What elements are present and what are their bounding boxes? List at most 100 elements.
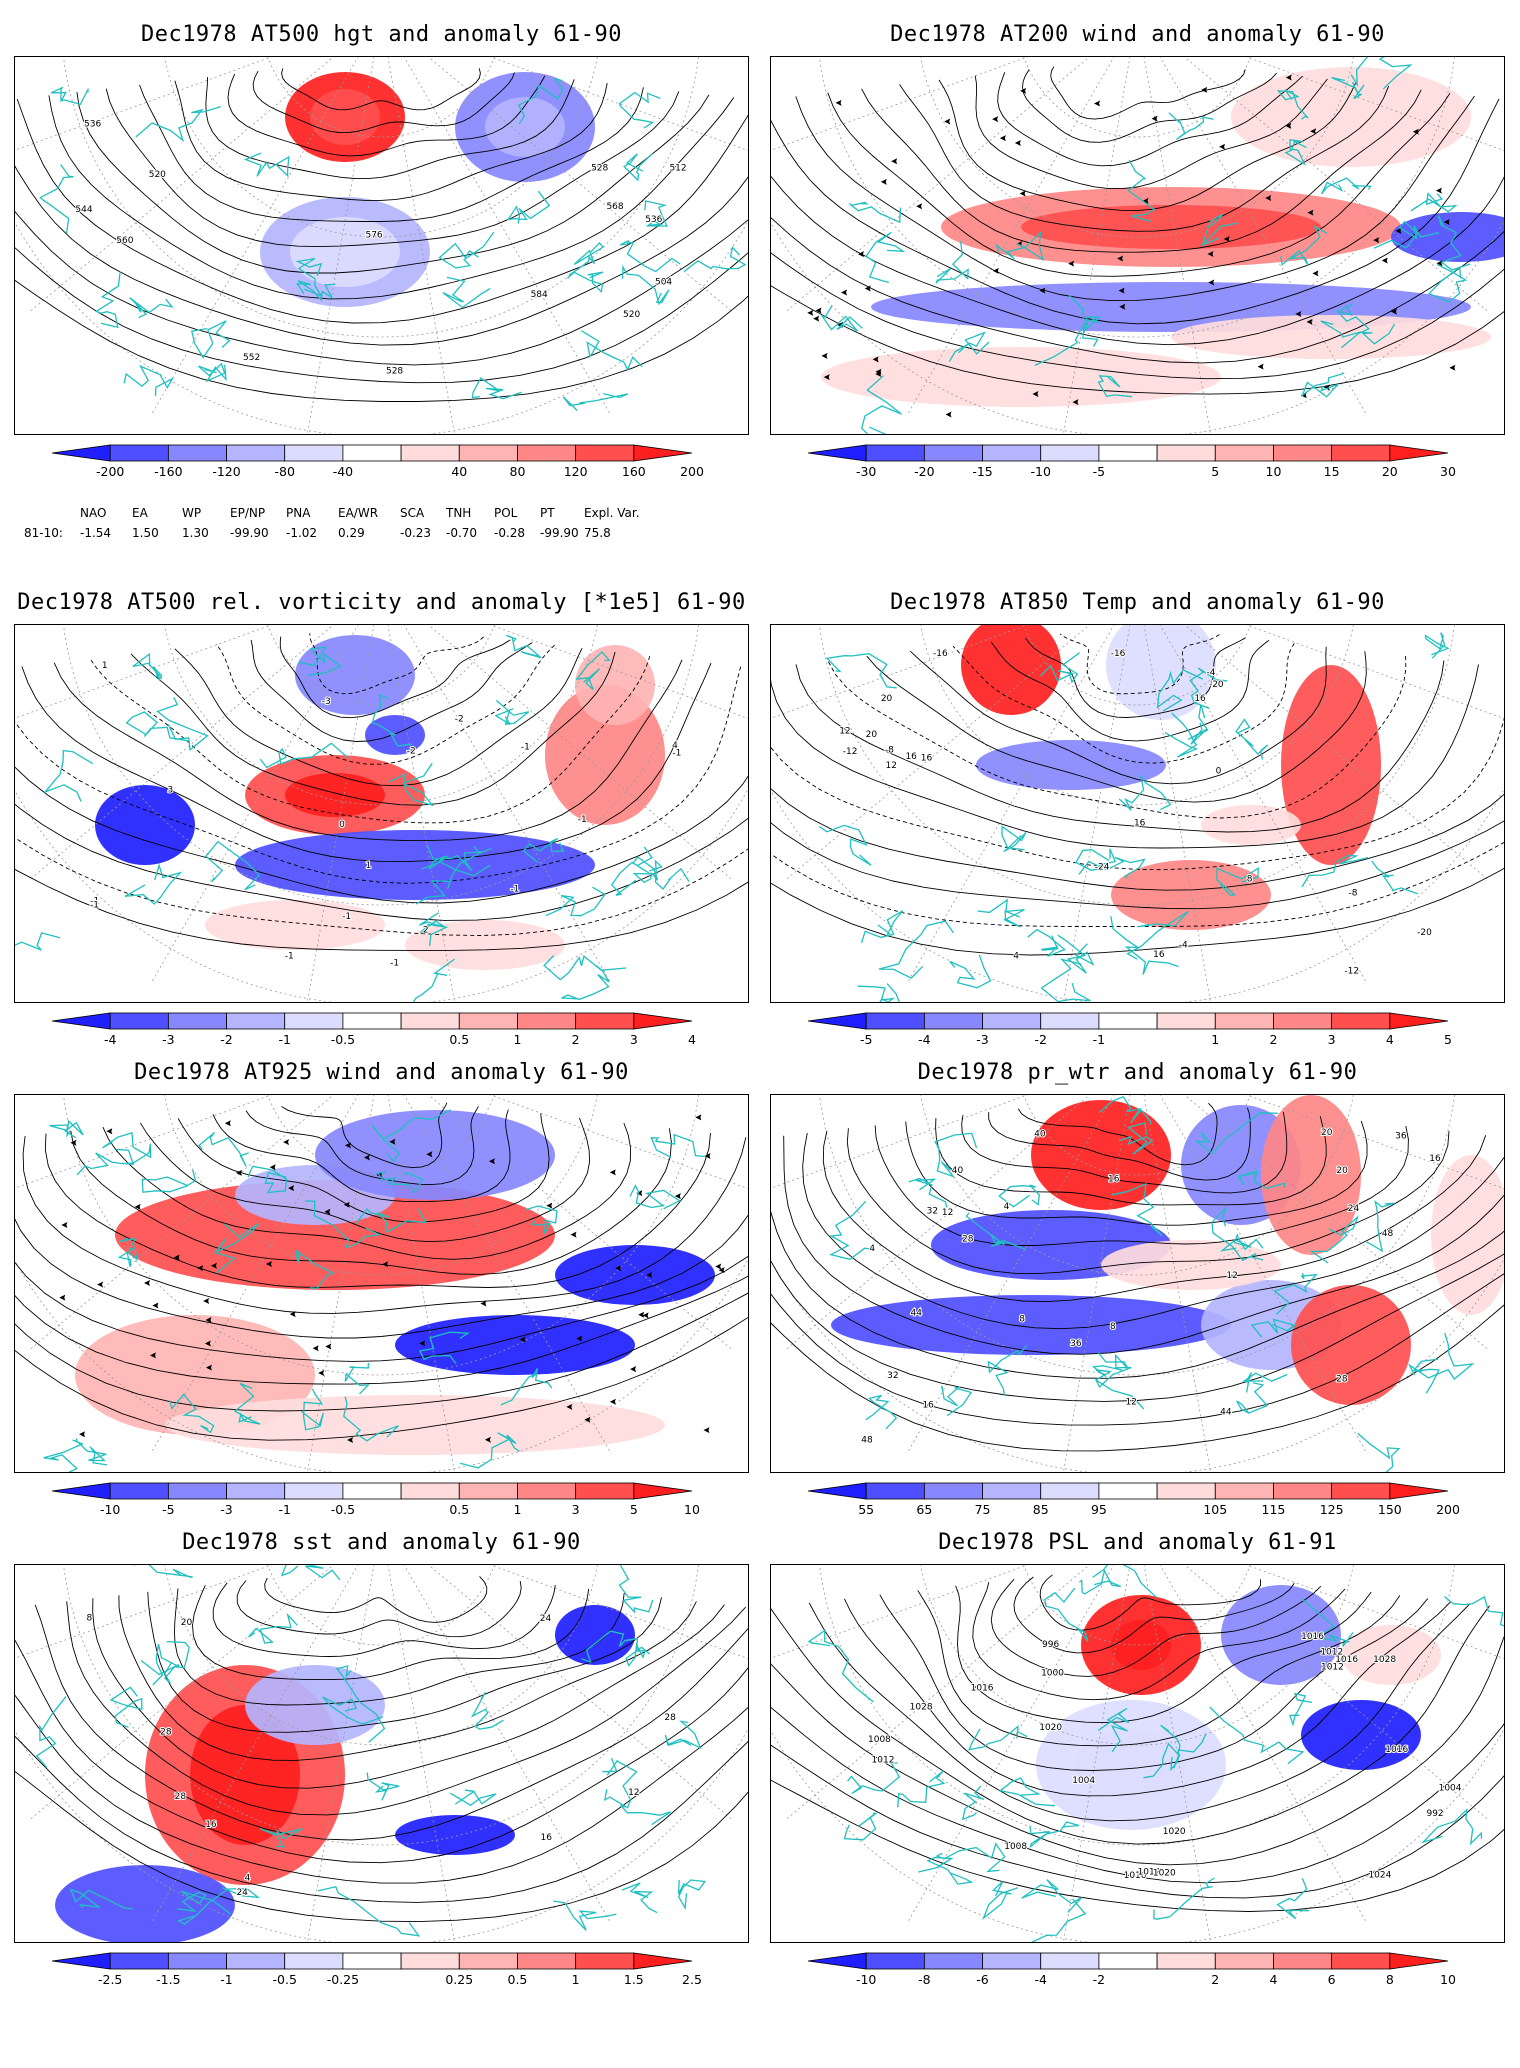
contour-line bbox=[139, 84, 644, 222]
meridian-line bbox=[403, 1095, 612, 1454]
coastline bbox=[1044, 1587, 1089, 1642]
contour-label: 504 bbox=[655, 277, 672, 287]
contour-label: 16 bbox=[1194, 694, 1206, 704]
contour-label: -16 bbox=[1111, 649, 1126, 659]
wind-arrow bbox=[265, 1261, 272, 1268]
contour-line bbox=[783, 1135, 1504, 1355]
contour-line bbox=[118, 1595, 697, 1761]
map-panel: Dec1978 AT925 wind and anomaly 61-90 -10-… bbox=[14, 1058, 749, 1598]
meridian-line bbox=[1184, 1095, 1490, 1351]
colorbar-tick-label: -3 bbox=[162, 1032, 175, 1047]
coastline bbox=[649, 859, 690, 890]
contour-label: -16 bbox=[933, 649, 948, 659]
coastline bbox=[49, 1119, 84, 1139]
coastline bbox=[857, 983, 900, 1002]
coastline bbox=[602, 1757, 638, 1809]
contour-lines bbox=[15, 1576, 748, 1923]
contour-line bbox=[771, 1779, 1504, 1912]
colorbar-segment bbox=[226, 1952, 286, 1970]
anomaly-region bbox=[1106, 625, 1216, 720]
contour-line bbox=[1039, 1574, 1261, 1631]
coastlines bbox=[807, 1565, 1504, 1942]
contour-line bbox=[212, 1109, 511, 1203]
colorbar-arrow-left bbox=[51, 444, 111, 462]
contour-label: 536 bbox=[645, 215, 662, 225]
wind-arrow bbox=[61, 1222, 68, 1229]
coastline bbox=[438, 231, 495, 269]
colorbar-tick-label: 2 bbox=[1211, 1972, 1220, 1987]
contour-label: 1 bbox=[102, 661, 108, 671]
latitude-circle bbox=[920, 1565, 1354, 1746]
wind-arrow bbox=[1019, 190, 1026, 197]
coastline bbox=[847, 1762, 901, 1794]
anomaly-region bbox=[485, 97, 565, 157]
coastline bbox=[1187, 704, 1209, 745]
contour-label: 12 bbox=[886, 761, 897, 771]
contour-line bbox=[245, 1106, 479, 1186]
colorbar-segment bbox=[575, 444, 635, 462]
wind-arrow bbox=[615, 1265, 622, 1272]
anomaly-shading bbox=[95, 635, 665, 970]
meridian-line bbox=[1184, 1565, 1490, 1821]
coastline bbox=[935, 1842, 1006, 1873]
anomaly-region bbox=[1201, 805, 1301, 845]
coastline bbox=[1309, 1216, 1359, 1264]
colorbar-segment bbox=[1331, 1482, 1391, 1500]
contour-line bbox=[771, 1210, 1504, 1379]
coastline bbox=[1301, 372, 1345, 398]
meridian-line bbox=[150, 1095, 359, 1454]
coastline bbox=[43, 749, 94, 802]
coastline bbox=[1321, 177, 1372, 195]
coastline bbox=[683, 246, 747, 273]
contour-line bbox=[771, 252, 1504, 380]
polar-map: 504 512 520 528 536 520 528 536 544 552 560 568 576 5… bbox=[14, 56, 749, 435]
colorbar-tick-label: -3 bbox=[220, 1502, 233, 1517]
wind-arrow bbox=[1257, 363, 1264, 370]
coastline bbox=[908, 1177, 948, 1208]
wind-arrow bbox=[1068, 260, 1075, 267]
coastline bbox=[317, 1886, 421, 1937]
colorbar-tick-label: 1 bbox=[1211, 1032, 1220, 1047]
colorbar-tick-label: 5 bbox=[629, 1502, 638, 1517]
colorbar-segment bbox=[1040, 444, 1100, 462]
contour-line bbox=[938, 79, 1357, 212]
contour-line bbox=[15, 1694, 748, 1884]
meridian-line bbox=[906, 1095, 1115, 1454]
panel-title: Dec1978 pr_wtr and anomaly 61-90 bbox=[917, 1060, 1358, 1085]
wind-arrow bbox=[59, 1294, 66, 1301]
coastline bbox=[1437, 215, 1471, 271]
coastline bbox=[1235, 718, 1269, 760]
contour-line bbox=[997, 72, 1303, 167]
meridian-line bbox=[15, 625, 273, 719]
contour-line bbox=[843, 1598, 1452, 1797]
meridian-line bbox=[307, 57, 375, 434]
wind-arrow bbox=[1223, 236, 1230, 243]
wind-arrow bbox=[945, 411, 952, 418]
contour-line bbox=[89, 655, 651, 824]
coastline bbox=[163, 1640, 190, 1684]
contour-label: -1 bbox=[672, 749, 681, 759]
contour-line bbox=[909, 646, 1327, 785]
contour-label: 12 bbox=[1226, 1271, 1237, 1281]
contour-label: 20 bbox=[1321, 1128, 1333, 1138]
wind-arrow bbox=[636, 1190, 643, 1197]
anomaly-region bbox=[555, 1245, 715, 1305]
contour-line bbox=[250, 639, 533, 742]
contour-line bbox=[76, 92, 710, 274]
colorbar-segment bbox=[923, 444, 983, 462]
map-canvas bbox=[15, 1095, 748, 1472]
meridian-line bbox=[771, 1095, 1029, 1189]
colorbar-segment bbox=[1273, 1012, 1333, 1030]
coastline bbox=[878, 920, 954, 979]
meridian-line bbox=[150, 1565, 359, 1924]
contour-label: -8 bbox=[1348, 888, 1357, 898]
coastline bbox=[248, 1612, 298, 1644]
contour-lines bbox=[771, 66, 1504, 395]
anomaly-region bbox=[1291, 1285, 1411, 1405]
contour-line bbox=[988, 1107, 1251, 1181]
coastline bbox=[843, 1812, 878, 1841]
contour-line bbox=[15, 766, 748, 904]
colorbar-arrow-left bbox=[807, 1952, 867, 1970]
latitude-circle bbox=[920, 57, 1354, 238]
contour-label: 1028 bbox=[1373, 1655, 1396, 1665]
